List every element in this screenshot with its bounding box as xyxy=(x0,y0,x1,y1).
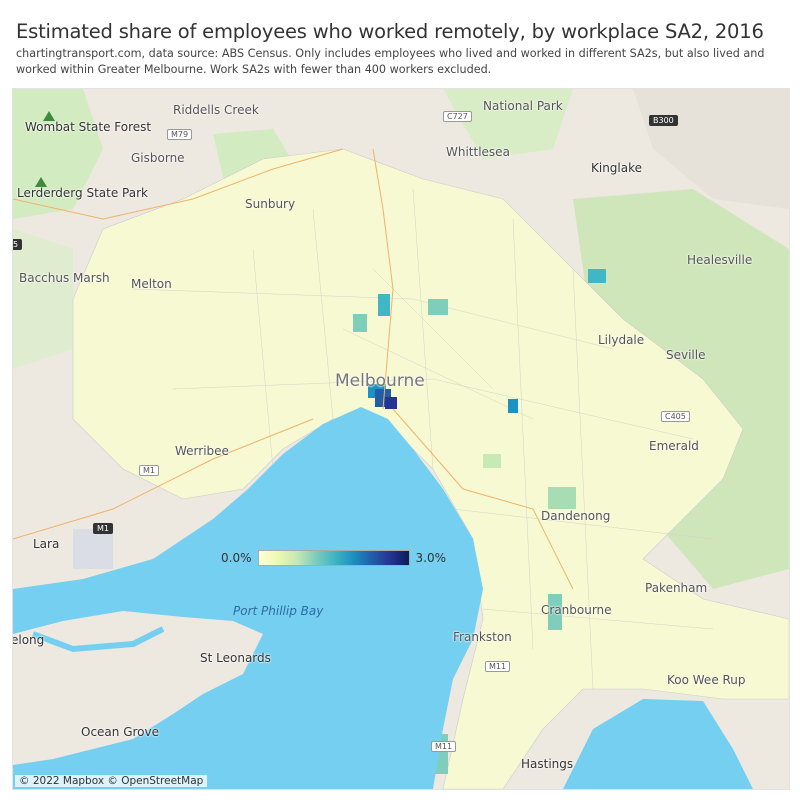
sa2-medium-share xyxy=(548,594,562,630)
map-view[interactable]: Riddells Creek Wombat State Forest Gisbo… xyxy=(12,88,790,790)
road-shield-m1-lara: M1 xyxy=(93,523,113,534)
legend-min-label: 0.0% xyxy=(221,551,252,565)
color-legend: 0.0% 3.0% xyxy=(221,550,446,566)
sa2-medium-share xyxy=(353,314,367,332)
chart-title: Estimated share of employees who worked … xyxy=(16,20,764,43)
sa2-high-share xyxy=(378,294,390,316)
corio-bay xyxy=(31,626,165,653)
place-werribee: Werribee xyxy=(175,444,229,458)
road-shield-m11: M11 xyxy=(485,661,511,672)
place-sunbury: Sunbury xyxy=(245,197,296,211)
place-st-leonards: St Leonards xyxy=(200,651,271,665)
place-cranbourne: Cranbourne xyxy=(541,603,612,617)
place-port-phillip-bay: Port Phillip Bay xyxy=(233,604,324,618)
sa2-medium-share xyxy=(428,299,448,315)
place-lerderderg-state-park: Lerderderg State Park xyxy=(17,186,148,200)
place-emerald: Emerald xyxy=(649,439,699,453)
place-gisborne: Gisborne xyxy=(131,151,185,165)
place-whittlesea: Whittlesea xyxy=(446,145,510,159)
place-seville: Seville xyxy=(666,348,706,362)
sa2-high-share xyxy=(508,399,518,413)
forest-icon xyxy=(43,111,55,121)
road-shield-b300: B300 xyxy=(649,115,678,126)
road-shield-edge: 5 xyxy=(13,239,23,250)
place-bacchus-marsh: Bacchus Marsh xyxy=(19,271,110,285)
chart-subtitle: chartingtransport.com, data source: ABS … xyxy=(16,47,765,76)
place-koo-wee-rup: Koo Wee Rup xyxy=(667,673,746,687)
place-ocean-grove: Ocean Grove xyxy=(81,725,159,739)
map-attribution[interactable]: © 2022 Mapbox © OpenStreetMap xyxy=(15,775,208,787)
road-shield-m11-south: M11 xyxy=(431,741,457,752)
western-port xyxy=(563,699,753,789)
legend-max-label: 3.0% xyxy=(415,551,447,565)
road-shield-c727: C727 xyxy=(443,111,472,122)
port-phillip-bay xyxy=(13,407,483,789)
place-kinglake: Kinglake xyxy=(591,161,643,175)
kinglake-park-area xyxy=(443,89,573,159)
sa2-medium-share xyxy=(548,487,576,509)
place-riddells-creek: Riddells Creek xyxy=(173,103,259,117)
place-dandenong: Dandenong xyxy=(541,509,611,523)
place-melton: Melton xyxy=(131,277,172,291)
industrial-area xyxy=(73,529,113,569)
place-wombat-state-forest: Wombat State Forest xyxy=(25,120,152,134)
place-kinglake-national-park: National Park xyxy=(483,99,563,113)
reservoir xyxy=(588,269,606,283)
sa2-top-share xyxy=(385,397,397,409)
place-lara: Lara xyxy=(33,537,60,551)
park-icon xyxy=(35,177,47,187)
farmland-area xyxy=(13,229,73,369)
sa2-low-share xyxy=(483,454,501,468)
place-lilydale: Lilydale xyxy=(598,333,645,347)
sa2-boundaries xyxy=(132,188,714,690)
place-hastings: Hastings xyxy=(521,757,574,771)
map-canvas xyxy=(13,89,789,789)
legend-gradient-bar xyxy=(257,550,410,566)
place-healesville: Healesville xyxy=(687,253,753,267)
road-shield-m79: M79 xyxy=(167,129,193,140)
road-shield-m1-west: M1 xyxy=(139,465,159,476)
roads xyxy=(13,148,574,590)
place-geelong: elong xyxy=(12,633,45,647)
place-frankston: Frankston xyxy=(453,630,512,644)
place-melbourne: Melbourne xyxy=(335,371,425,391)
place-pakenham: Pakenham xyxy=(645,581,708,595)
road-shield-c405: C405 xyxy=(661,411,690,422)
